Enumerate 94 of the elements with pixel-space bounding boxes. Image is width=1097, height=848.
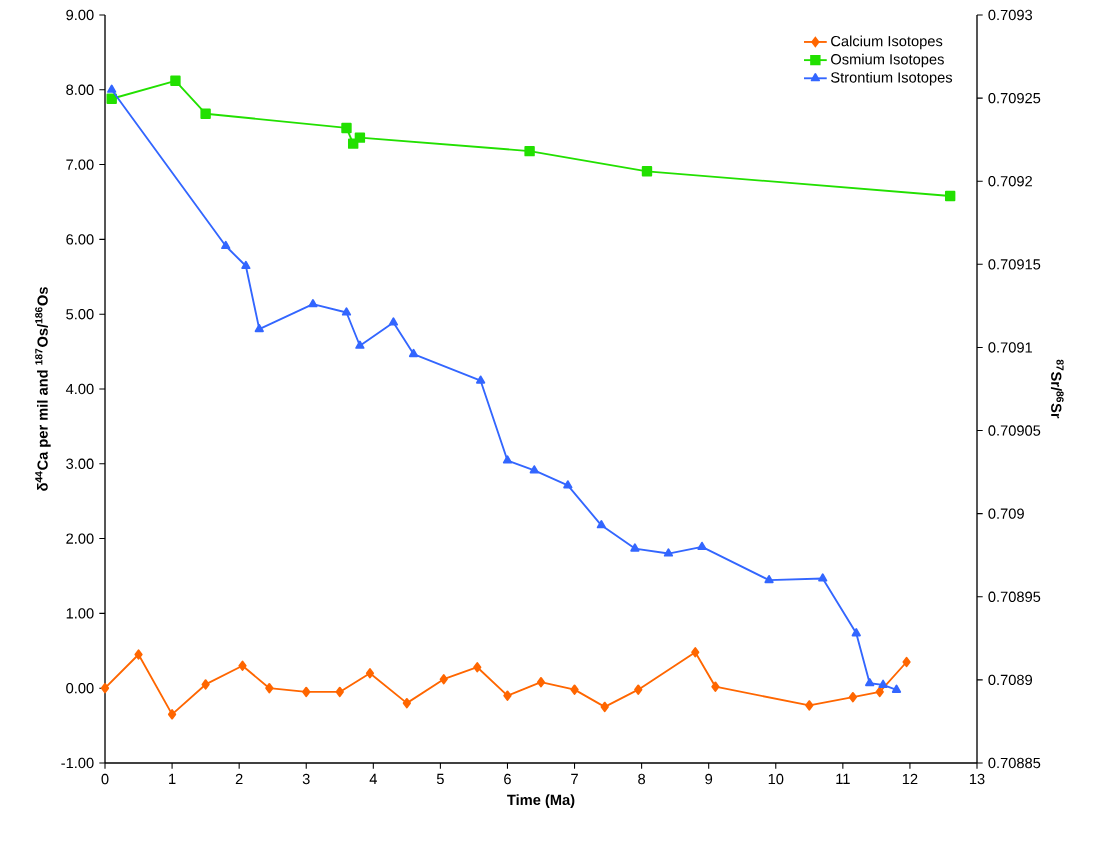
x-tick-label: 12 xyxy=(902,773,918,785)
point xyxy=(200,108,211,119)
point xyxy=(134,649,143,660)
x-tick-label: 2 xyxy=(235,773,243,785)
x-tick-label: 13 xyxy=(969,773,985,785)
point xyxy=(891,684,902,693)
y-axis-title: δ$^{44}$Ca per mil and $^{187}$Os/$^{186}$Os xyxy=(35,287,51,491)
point xyxy=(365,668,375,679)
point xyxy=(865,677,875,687)
x-axis-title: Time (Ma) xyxy=(507,794,575,808)
point xyxy=(536,676,546,688)
point xyxy=(167,709,177,720)
y2-tick-label: 0.7092 xyxy=(988,176,1032,187)
point xyxy=(408,348,419,358)
point xyxy=(630,543,640,552)
point xyxy=(302,686,311,698)
point xyxy=(902,656,911,668)
legend-label: Strontium Isotopes xyxy=(831,71,953,86)
point xyxy=(355,340,365,349)
point xyxy=(265,682,274,694)
point xyxy=(476,375,486,384)
x-tick-label: 1 xyxy=(169,773,176,784)
y2-tick-label: 0.70895 xyxy=(988,591,1041,602)
y2-tick-label: 0.7091 xyxy=(988,342,1032,353)
point xyxy=(354,132,366,143)
point xyxy=(241,260,251,270)
point xyxy=(107,84,117,93)
point xyxy=(634,684,643,695)
x-tick-label: 3 xyxy=(302,773,310,785)
point xyxy=(570,684,579,695)
x-tick-label: 8 xyxy=(638,773,646,785)
point xyxy=(170,75,181,87)
y-tick-label: 6.00 xyxy=(66,234,94,245)
y-tick-label: 2.00 xyxy=(66,533,94,544)
y-tick-label: 3.00 xyxy=(66,458,94,469)
x-tick-label: 9 xyxy=(705,773,713,785)
point xyxy=(764,574,774,584)
point xyxy=(691,647,700,658)
point xyxy=(335,686,344,698)
legend-label: Osmium Isotopes xyxy=(831,53,944,68)
y-tick-label: 9.00 xyxy=(66,9,94,21)
point xyxy=(600,701,609,713)
y-tick-label: 8.00 xyxy=(66,84,94,95)
point xyxy=(201,679,210,690)
y2-tick-label: 0.709 xyxy=(988,508,1024,519)
x-tick-label: 0 xyxy=(101,773,109,785)
point xyxy=(503,690,512,701)
point xyxy=(238,660,247,671)
point xyxy=(878,679,888,688)
x-tick-label: 4 xyxy=(369,773,377,784)
point xyxy=(439,674,448,685)
point xyxy=(502,455,513,464)
point xyxy=(851,628,861,637)
point xyxy=(697,541,707,550)
x-tick-label: 7 xyxy=(571,773,578,784)
point xyxy=(805,700,814,711)
x-tick-label: 5 xyxy=(436,773,444,785)
y2-axis-title: $^{87}$Sr/$^{86}$Sr xyxy=(1050,359,1064,419)
point xyxy=(563,480,573,489)
point xyxy=(663,548,674,557)
point xyxy=(341,122,352,134)
y-tick-label: 4.00 xyxy=(65,383,94,395)
point xyxy=(944,190,956,202)
point xyxy=(308,299,318,308)
point xyxy=(524,145,535,157)
point xyxy=(388,317,399,326)
point xyxy=(254,323,264,333)
point xyxy=(100,682,110,694)
point xyxy=(529,465,539,474)
y-tick-label: 0.00 xyxy=(66,683,94,694)
y2-tick-label: 0.70925 xyxy=(988,92,1041,104)
x-tick-label: 10 xyxy=(768,773,784,785)
legend-label: Calcium Isotopes xyxy=(831,35,943,50)
point xyxy=(818,573,828,582)
y2-tick-label: 0.7093 xyxy=(988,9,1033,21)
y-tick-label: 1.00 xyxy=(66,608,94,619)
y2-tick-label: 0.70915 xyxy=(988,259,1041,270)
y-tick-label: 7.00 xyxy=(66,159,94,170)
x-tick-label: 11 xyxy=(836,773,850,784)
point xyxy=(341,307,352,316)
point xyxy=(473,662,482,673)
y2-tick-label: 0.70885 xyxy=(988,757,1041,769)
point xyxy=(875,686,884,698)
point xyxy=(711,681,720,692)
point xyxy=(848,691,858,703)
y2-tick-label: 0.7089 xyxy=(988,674,1033,686)
point xyxy=(221,240,231,250)
point xyxy=(402,697,411,709)
y2-tick-label: 0.70905 xyxy=(988,425,1041,436)
y-tick-label: 5.00 xyxy=(66,309,94,320)
point xyxy=(596,520,607,529)
point xyxy=(641,166,653,177)
x-tick-label: 6 xyxy=(504,773,511,785)
y-tick-label: -1.00 xyxy=(61,757,94,769)
